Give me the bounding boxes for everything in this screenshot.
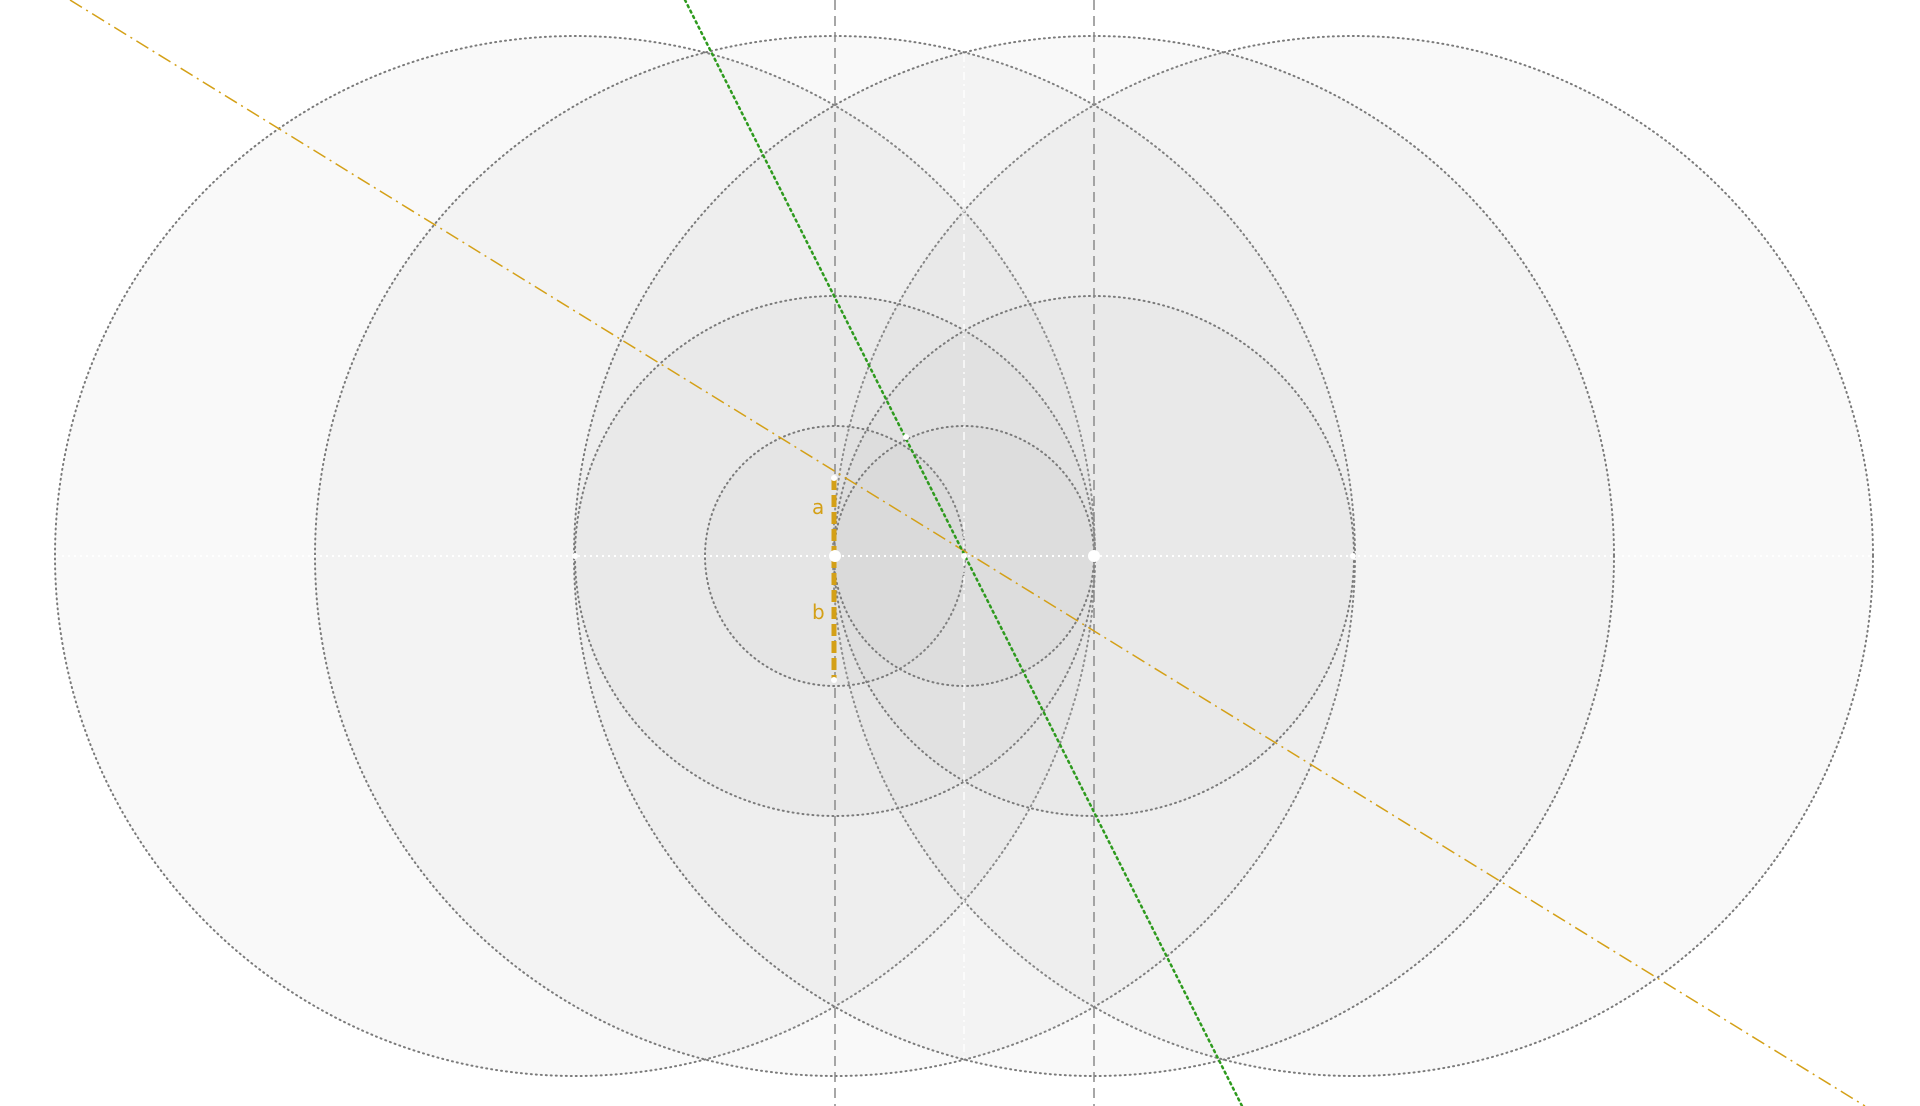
point-far-right [1350, 553, 1356, 559]
point-mid [961, 553, 967, 559]
point-segment-bottom [831, 677, 837, 683]
segment-a-label: a [812, 495, 824, 519]
point-far-left [572, 553, 578, 559]
segment-b-label: b [812, 600, 825, 624]
point-left-center [829, 550, 841, 562]
construction-points [572, 434, 1356, 683]
point-right-center [1088, 550, 1100, 562]
green-dotted-line [683, 0, 1244, 1106]
orange-dashdot-diagonal [69, 0, 1866, 1106]
point-segment-top [831, 475, 837, 481]
point-intersection-upper [903, 434, 909, 440]
